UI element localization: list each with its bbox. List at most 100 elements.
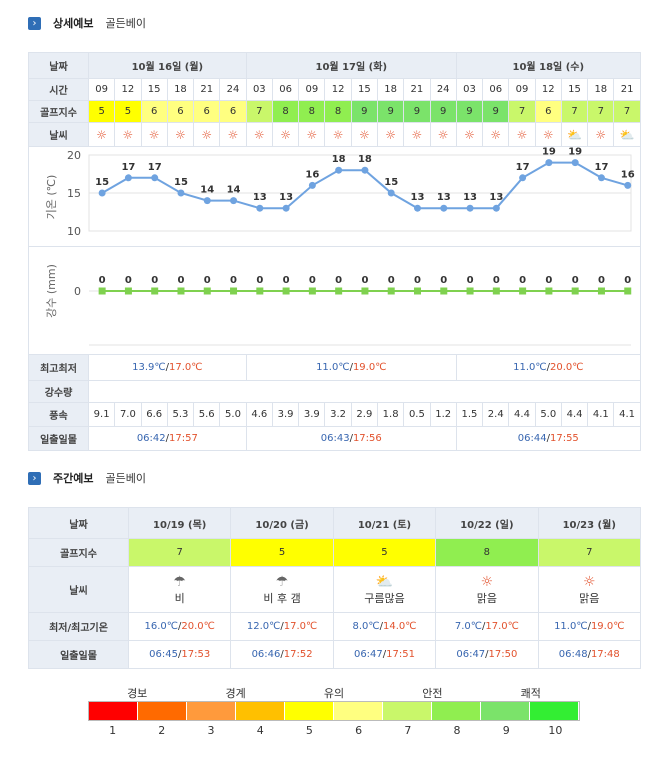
legend-swatch bbox=[334, 702, 383, 720]
weekly-sunrise-cell: 06:48/17:48 bbox=[537, 640, 641, 669]
time-cell: 09 bbox=[87, 78, 116, 101]
weather-text: 구름많음 bbox=[364, 591, 405, 605]
slash: / bbox=[280, 621, 284, 632]
rain-point bbox=[492, 287, 500, 295]
legend-swatch bbox=[481, 702, 530, 720]
legend-swatch bbox=[236, 702, 285, 720]
weekly-day-header: 10/20 (금) bbox=[230, 507, 334, 539]
legend-swatch bbox=[530, 702, 579, 720]
golf-index-cell: 6 bbox=[140, 100, 168, 123]
wind-cell: 1.8 bbox=[376, 402, 405, 427]
legend-swatch bbox=[187, 702, 236, 720]
weekly-minmax-cell: 7.0℃/17.0℃ bbox=[435, 612, 539, 641]
legend-level-label: 안전 bbox=[422, 687, 443, 700]
sunset-time: 17:50 bbox=[488, 649, 518, 660]
time-cell: 12 bbox=[534, 78, 562, 101]
wind-cell: 5.0 bbox=[219, 402, 247, 427]
rain-data-label: 0 bbox=[283, 275, 290, 286]
sunset-time: 17:55 bbox=[549, 433, 579, 444]
legend-level-label: 경계 bbox=[225, 687, 246, 700]
rain-amount-label: 강수량 bbox=[28, 380, 89, 403]
weekly-sunrise-cell: 06:46/17:52 bbox=[230, 640, 334, 669]
weather-cell: ☼ bbox=[403, 122, 431, 147]
rain-data-label: 0 bbox=[335, 275, 342, 286]
weather-cell: ☼ bbox=[271, 122, 300, 147]
rain-data-label: 0 bbox=[361, 275, 368, 286]
rain-point bbox=[466, 287, 474, 295]
slash: / bbox=[165, 362, 170, 373]
legend-number: 5 bbox=[305, 724, 313, 737]
temperature-point bbox=[519, 174, 527, 182]
chevron-right-icon: › bbox=[28, 16, 41, 30]
rain-data-label: 0 bbox=[388, 275, 395, 286]
temperature-data-label: 17 bbox=[594, 162, 608, 173]
rain-svg: 0 강수 (mm) 0 0 0 0 0 0 0 0 0 0 0 0 0 0 0 0 0 0 0 0 0 bbox=[45, 264, 631, 346]
golf-index-cell: 9 bbox=[350, 100, 379, 123]
weekly-minmax-row: 최저/최고기온 16.0℃/20.0℃ 12.0℃/17.0℃ 8.0℃/14.0℃ 7… bbox=[28, 612, 641, 641]
rain-point bbox=[335, 287, 343, 295]
rain-data-label: 0 bbox=[414, 275, 421, 286]
rain-data-label: 0 bbox=[624, 275, 631, 286]
weather-cell: ☼ bbox=[534, 122, 562, 147]
legend-number: 9 bbox=[502, 724, 510, 737]
golf-index-cell: 8 bbox=[271, 100, 300, 123]
sun-icon: ☼ bbox=[595, 127, 607, 142]
rain-amount-cell bbox=[88, 380, 641, 403]
slash: / bbox=[546, 362, 550, 373]
sun-icon: ☼ bbox=[96, 127, 108, 142]
time-cell: 15 bbox=[140, 78, 168, 101]
legend-number: 1 bbox=[109, 724, 117, 737]
temperature-data-label: 17 bbox=[148, 162, 162, 173]
sun-icon: ☼ bbox=[253, 127, 265, 142]
legend-level-label: 유의 bbox=[323, 687, 345, 700]
legend-number: 2 bbox=[158, 724, 166, 737]
weather-cell: ☼ bbox=[114, 122, 142, 147]
sun-icon: ☼ bbox=[411, 127, 423, 142]
sun-icon: ☼ bbox=[201, 127, 213, 142]
wind-cell: 3.9 bbox=[271, 402, 300, 427]
chevron-right-icon: › bbox=[28, 471, 41, 485]
max-temp: 17.0℃ bbox=[283, 621, 318, 632]
minmax-cell: 13.9℃/17.0℃ bbox=[88, 354, 247, 381]
temperature-point bbox=[256, 204, 264, 212]
rain-point bbox=[124, 287, 132, 295]
time-label: 시간 bbox=[28, 78, 89, 101]
slash: / bbox=[349, 433, 353, 444]
max-temp: 20.0℃ bbox=[549, 362, 584, 373]
weather-cell: ☼ bbox=[245, 122, 273, 147]
rain-data-label: 0 bbox=[99, 275, 106, 286]
rain-data-label: 0 bbox=[125, 275, 132, 286]
legend-number: 8 bbox=[453, 724, 461, 737]
weekly-weather-cell: ☼ 맑음 bbox=[537, 566, 641, 613]
golf-index-cell: 6 bbox=[166, 100, 195, 123]
weekly-golf-cell: 5 bbox=[230, 538, 334, 567]
weekly-weather-label: 날씨 bbox=[28, 566, 129, 613]
temperature-data-label: 13 bbox=[437, 192, 451, 203]
sun-icon: ☼ bbox=[385, 127, 397, 142]
temperature-svg: 10 15 20 기온 (℃) 15 17 17 15 14 14 13 13 16 18 18 15 13 13… bbox=[45, 148, 635, 239]
temperature-point bbox=[98, 189, 106, 197]
weather-text: 비 bbox=[174, 591, 185, 605]
weather-text: 비 후 갬 bbox=[263, 591, 301, 605]
time-cell: 06 bbox=[271, 78, 300, 101]
wind-cell: 4.4 bbox=[560, 402, 589, 427]
wind-cell: 4.6 bbox=[245, 402, 273, 427]
weekly-date-row: 날짜 10/19 (목) 10/20 (금) 10/21 (토) 10/22 (일) 10… bbox=[28, 507, 641, 539]
weather-cell: ☼ bbox=[587, 122, 615, 147]
sun-icon: ☼ bbox=[437, 127, 449, 142]
minmax-row: 최고최저 13.9℃/17.0℃ 11.0℃/19.0℃ 11.0℃/20.0℃ bbox=[28, 354, 641, 381]
minmax-label: 최고최저 bbox=[28, 354, 89, 381]
weather-cell: ⛅ bbox=[613, 122, 641, 147]
weekly-weather-row: 날씨 ☂ 비 ☂ 비 후 갬 ⛅ 구름많음 ☼ 맑음 ☼ 맑음 bbox=[28, 566, 641, 613]
time-cell: 18 bbox=[166, 78, 195, 101]
day-header: 10월 17일 (화) bbox=[245, 52, 457, 79]
temperature-data-label: 16 bbox=[621, 169, 635, 180]
golf-index-cell: 9 bbox=[455, 100, 484, 123]
minmax-cell: 11.0℃/19.0℃ bbox=[245, 354, 457, 381]
temperature-point bbox=[414, 204, 421, 212]
time-cell: 21 bbox=[403, 78, 431, 101]
weekly-minmax-cell: 16.0℃/20.0℃ bbox=[127, 612, 232, 641]
wind-cell: 0.5 bbox=[403, 402, 431, 427]
legend-number: 6 bbox=[355, 724, 363, 737]
sunrise-time: 06:42 bbox=[136, 433, 166, 444]
